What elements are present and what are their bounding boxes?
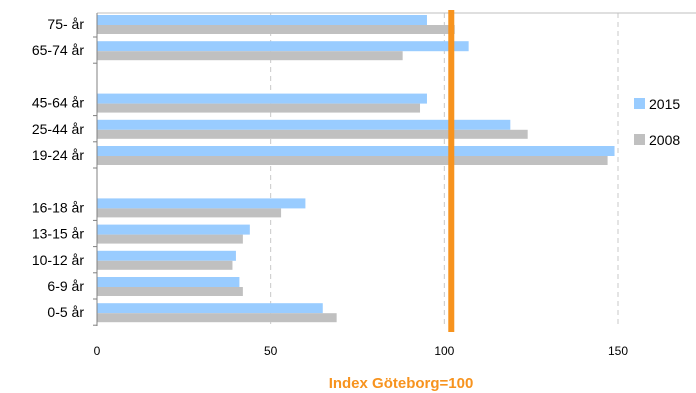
x-tick-label: 50 [264,344,278,358]
x-tick-labels: 0 50 100 150 [94,344,629,358]
legend: 2015 2008 [634,96,680,148]
bar-2015 [97,93,427,104]
legend-label: 2015 [649,96,680,112]
category-labels: 75- år 65-74 år 45-64 år 25-44 år 19-24 år 16… [32,16,84,320]
bar-2008 [97,103,421,113]
bar-2008 [97,287,243,296]
bar-2008 [97,208,282,218]
bar-2015 [97,250,236,261]
category-label: 13-15 år [32,226,84,242]
bar-2015 [97,303,323,314]
category-label: 10-12 år [32,252,84,268]
bar-2015 [97,146,615,156]
bar-2015 [97,15,427,25]
x-tick-label: 0 [94,344,101,358]
bar-2008 [97,129,528,139]
category-label: 6-9 år [47,278,84,294]
legend-label: 2008 [649,132,680,148]
category-label: 16-18 år [32,199,84,215]
grid-lines [270,13,619,326]
legend-swatch-2008 [634,134,645,145]
bar-2008 [97,313,337,323]
category-label: 19-24 år [32,147,84,163]
bar-2015 [97,224,250,235]
category-label: 45-64 år [32,95,84,111]
category-label: 75- år [47,16,84,32]
legend-swatch-2015 [634,98,645,109]
bar-2015 [97,41,469,52]
x-tick-label: 100 [434,344,454,358]
category-label: 0-5 år [47,304,84,320]
bars [97,15,615,323]
bar-2008 [97,25,455,34]
category-label: 25-44 år [32,121,84,137]
bar-2008 [97,260,233,270]
bar-2008 [97,234,243,244]
category-label: 65-74 år [32,42,84,58]
bar-2015 [97,119,511,130]
axes [93,12,696,326]
bar-2008 [97,156,608,165]
x-axis-label: Index Göteborg=100 [329,375,474,392]
x-tick-label: 150 [608,344,628,358]
bar-2015 [97,198,306,209]
bar-2015 [97,277,240,287]
bar-2008 [97,51,403,61]
